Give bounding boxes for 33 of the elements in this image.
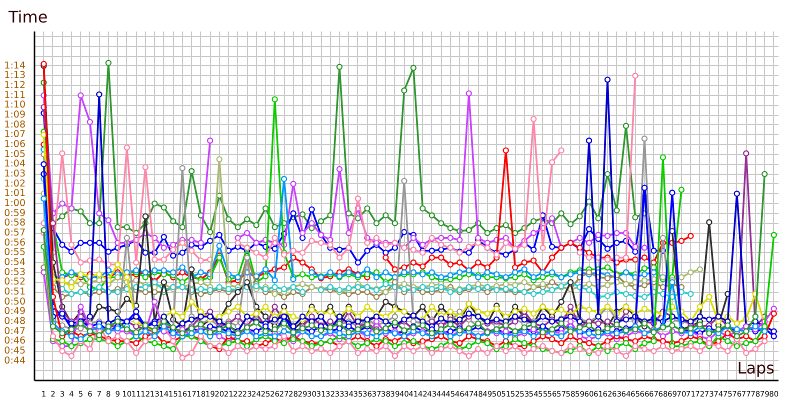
y-tick-label: 0:51 [4, 286, 26, 298]
y-tick-label: 0:54 [4, 257, 26, 268]
y-tick-label: 0:55 [4, 247, 26, 258]
y-tick-label: 0:49 [4, 306, 26, 318]
y-tick-label: 1:11 [4, 90, 26, 101]
y-tick-label: 0:47 [4, 326, 26, 337]
y-tick-label: 0:52 [4, 276, 26, 288]
y-axis-title: Time [8, 8, 48, 26]
y-tick-label: 1:07 [4, 129, 26, 140]
y-tick-label: 0:59 [4, 208, 26, 219]
y-tick-label: 1:14 [4, 60, 26, 72]
y-tick-label: 1:12 [4, 80, 26, 92]
y-tick-label: 0:50 [4, 296, 26, 308]
y-tick-label: 1:09 [4, 110, 26, 121]
y-tick-label: 1:13 [4, 70, 26, 82]
y-tick-label: 1:10 [4, 100, 26, 111]
y-tick-label: 0:45 [4, 346, 26, 357]
y-tick-label: 1:03 [4, 168, 26, 180]
y-tick-label: 1:05 [4, 148, 26, 160]
y-tick-label: 0:44 [4, 355, 26, 366]
y-tick-label: 0:53 [4, 266, 26, 278]
y-tick-label: 1:02 [4, 178, 26, 190]
y-tick-label: 1:04 [4, 158, 26, 170]
y-tick-label: 1:06 [4, 139, 26, 150]
y-tick-label: 0:58 [4, 218, 26, 229]
y-tick-label: 1:01 [4, 188, 26, 200]
y-tick-label: 0:48 [4, 316, 26, 328]
y-tick-label: 1:00 [4, 198, 26, 210]
y-tick-label: 0:56 [4, 237, 26, 248]
y-tick-label: 1:08 [4, 119, 26, 130]
y-tick-label: 0:57 [4, 228, 26, 239]
x-axis-title: Laps [737, 358, 775, 378]
y-tick-label: 0:46 [4, 336, 26, 347]
